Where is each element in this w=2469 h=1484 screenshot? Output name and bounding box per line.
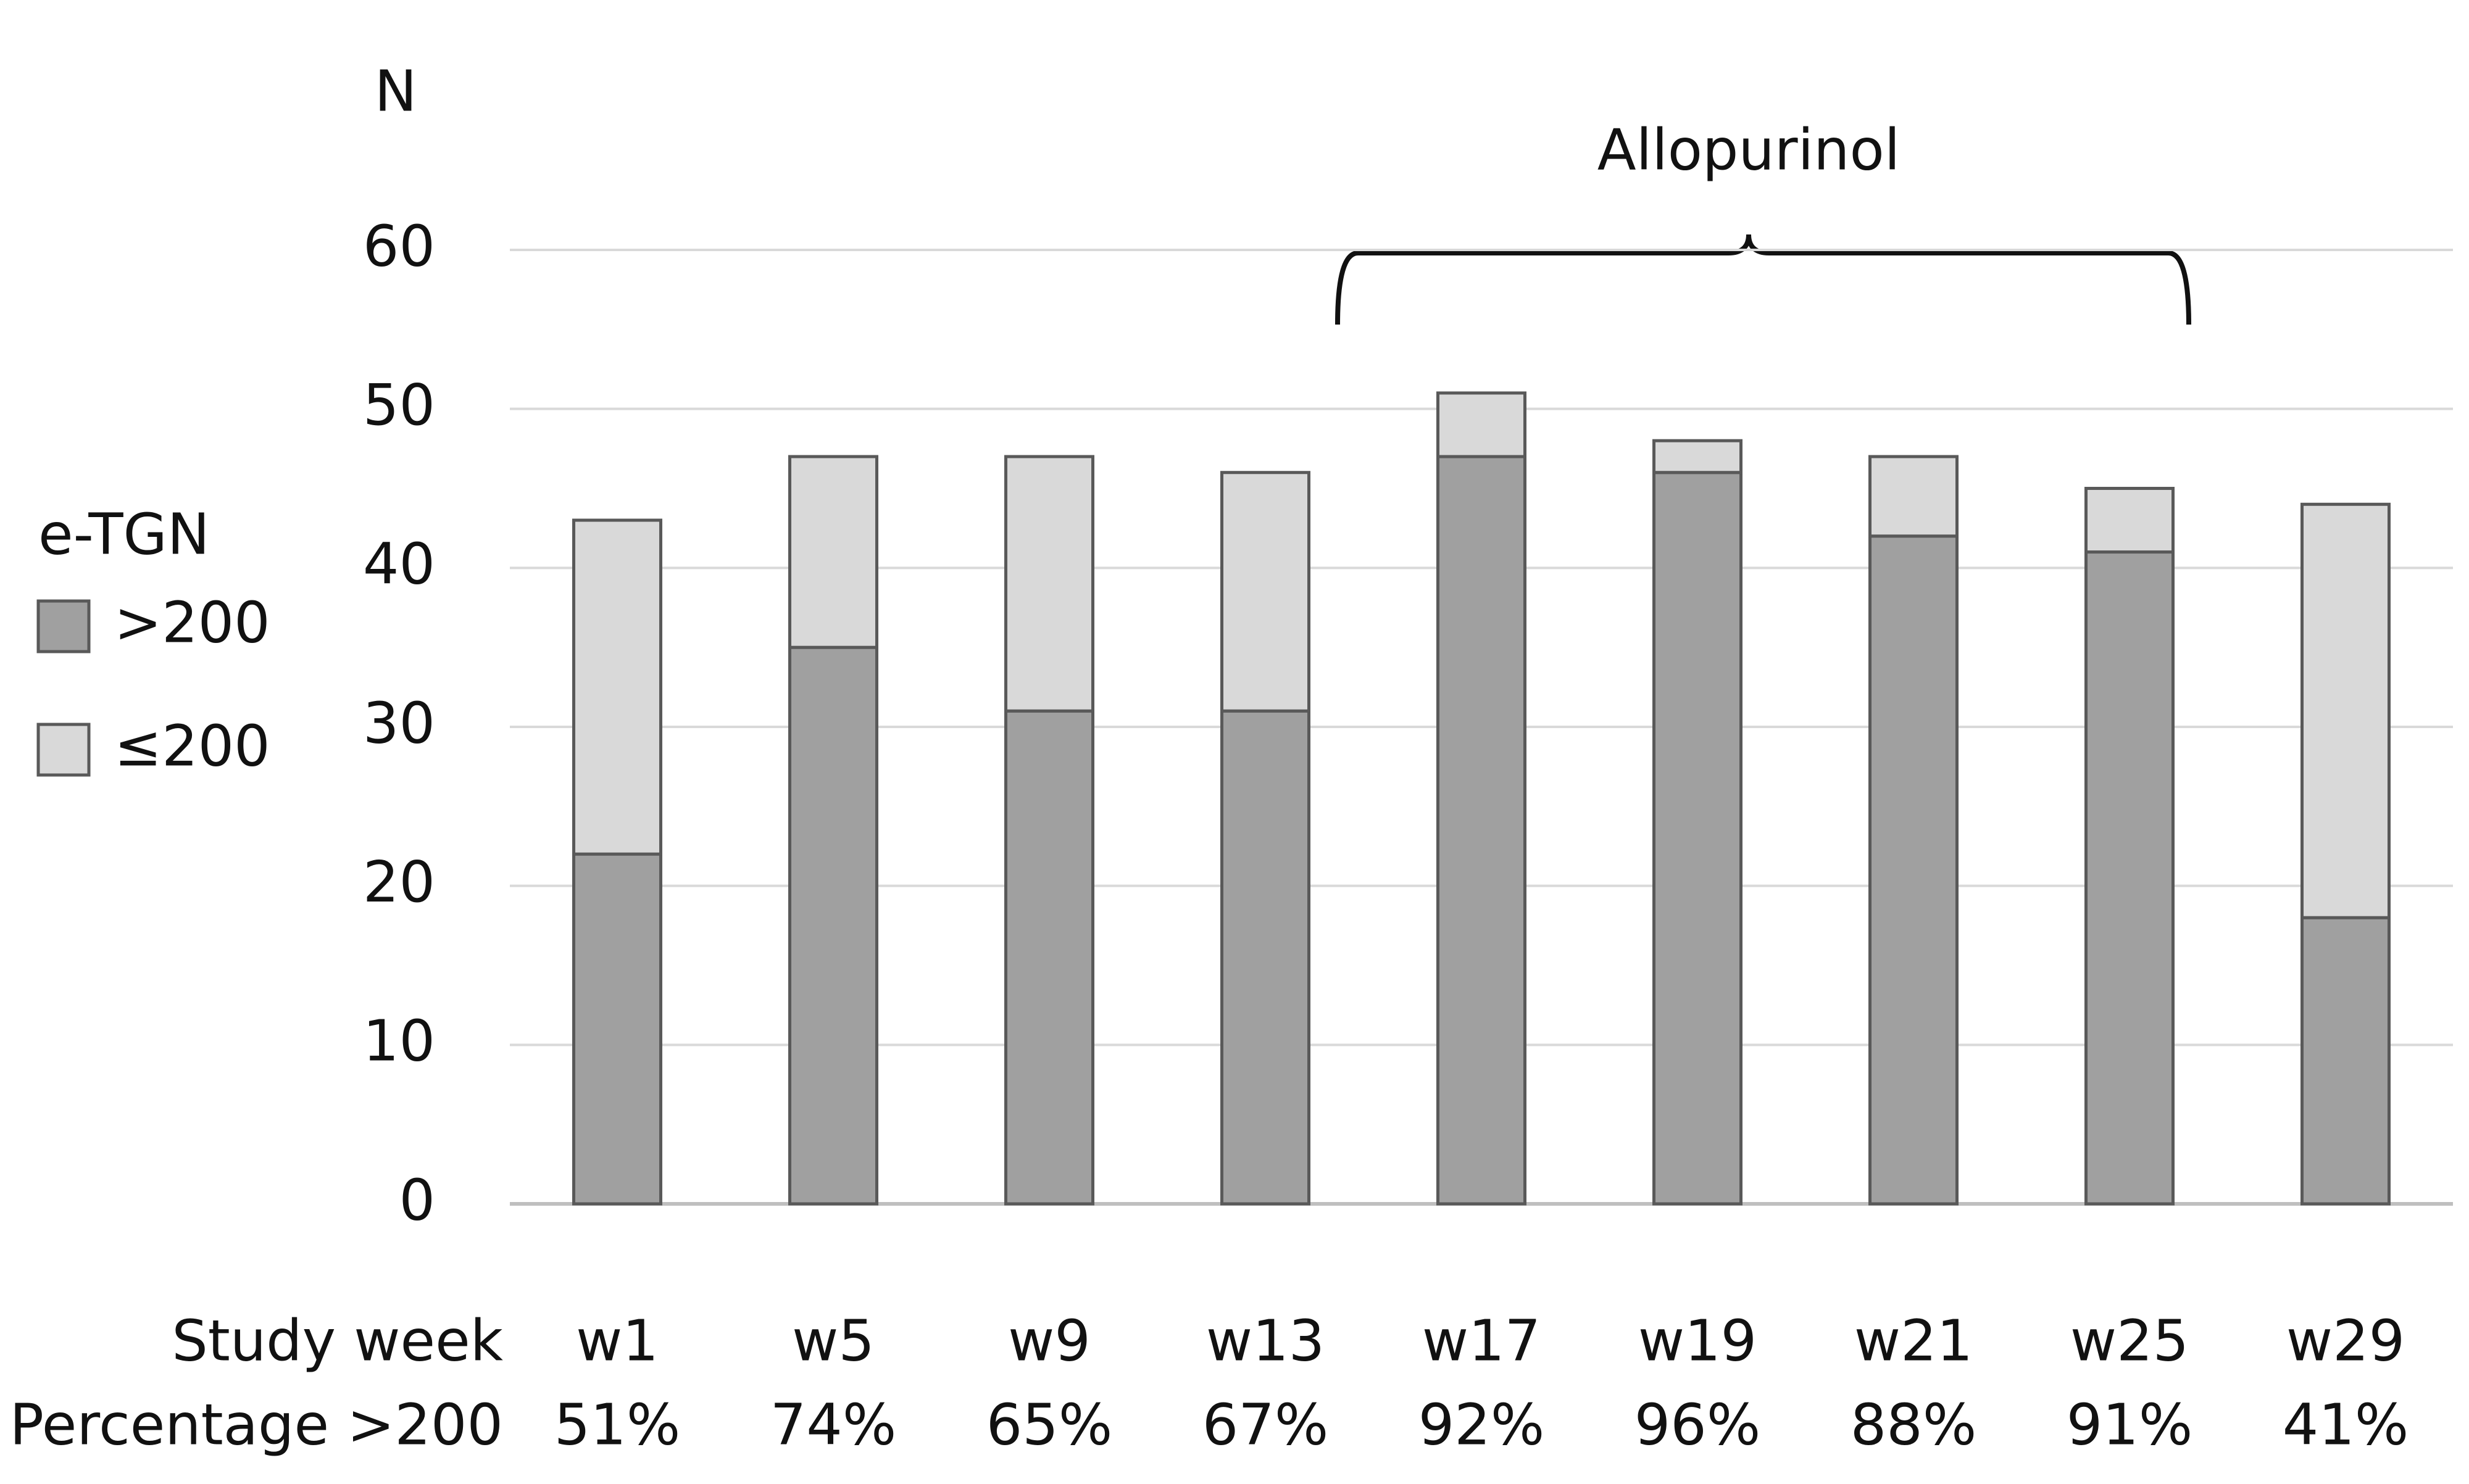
- annotation: Allopurinol: [1597, 117, 1901, 183]
- y-axis-label: N: [375, 58, 417, 124]
- bar-segment: [1220, 471, 1310, 713]
- x-tick-label: w19: [1638, 1308, 1757, 1374]
- percentage-label: 92%: [1418, 1391, 1544, 1457]
- bar-segment: [1868, 455, 1959, 538]
- y-tick-label: 60: [363, 213, 435, 279]
- percentage-label: 91%: [2067, 1391, 2192, 1457]
- bar-segment: [1436, 455, 1526, 1206]
- bar-segment: [2300, 916, 2391, 1206]
- percentage-label: 74%: [770, 1391, 896, 1457]
- row-label: Percentage >200: [10, 1391, 503, 1457]
- percentage-label: 67%: [1202, 1391, 1328, 1457]
- percentage-label: 51%: [554, 1391, 680, 1457]
- x-tick-label: w25: [2070, 1308, 2189, 1374]
- bar-segment: [1652, 439, 1742, 475]
- y-tick-label: 10: [363, 1008, 435, 1074]
- bar-segment: [1220, 709, 1310, 1206]
- y-tick-label: 20: [363, 849, 435, 915]
- percentage-label: 88%: [1851, 1391, 1976, 1457]
- legend-title: e-TGN: [38, 501, 210, 567]
- row-label: Study week: [172, 1308, 503, 1374]
- y-tick-label: 0: [399, 1167, 435, 1233]
- bar-segment: [788, 645, 878, 1206]
- bar-segment: [1868, 534, 1959, 1206]
- legend-label: >200: [114, 589, 270, 655]
- x-tick-label: w29: [2286, 1308, 2405, 1374]
- bracket: [1335, 234, 2191, 325]
- legend-label: ≤200: [114, 713, 270, 779]
- percentage-label: 65%: [986, 1391, 1112, 1457]
- bar-segment: [788, 455, 878, 649]
- y-tick-label: 30: [363, 690, 435, 756]
- percentage-label: 96%: [1634, 1391, 1760, 1457]
- bar-segment: [1436, 391, 1526, 458]
- bar-segment: [572, 852, 662, 1206]
- x-tick-label: w17: [1422, 1308, 1541, 1374]
- x-tick-label: w9: [1008, 1308, 1091, 1374]
- bar-segment: [572, 518, 662, 856]
- bar-segment: [2084, 550, 2175, 1206]
- y-tick-label: 40: [363, 531, 435, 597]
- x-tick-label: w5: [792, 1308, 875, 1374]
- percentage-label: 41%: [2283, 1391, 2409, 1457]
- legend-swatch: [36, 599, 91, 653]
- y-tick-label: 50: [363, 372, 435, 438]
- bar-segment: [2300, 502, 2391, 919]
- bar-segment: [1004, 455, 1094, 713]
- x-tick-label: w1: [576, 1308, 659, 1374]
- bar-segment: [1004, 709, 1094, 1206]
- x-tick-label: w21: [1854, 1308, 1973, 1374]
- legend-swatch: [36, 723, 91, 777]
- bar-segment: [1652, 471, 1742, 1206]
- bar-segment: [2084, 487, 2175, 554]
- x-tick-label: w13: [1206, 1308, 1325, 1374]
